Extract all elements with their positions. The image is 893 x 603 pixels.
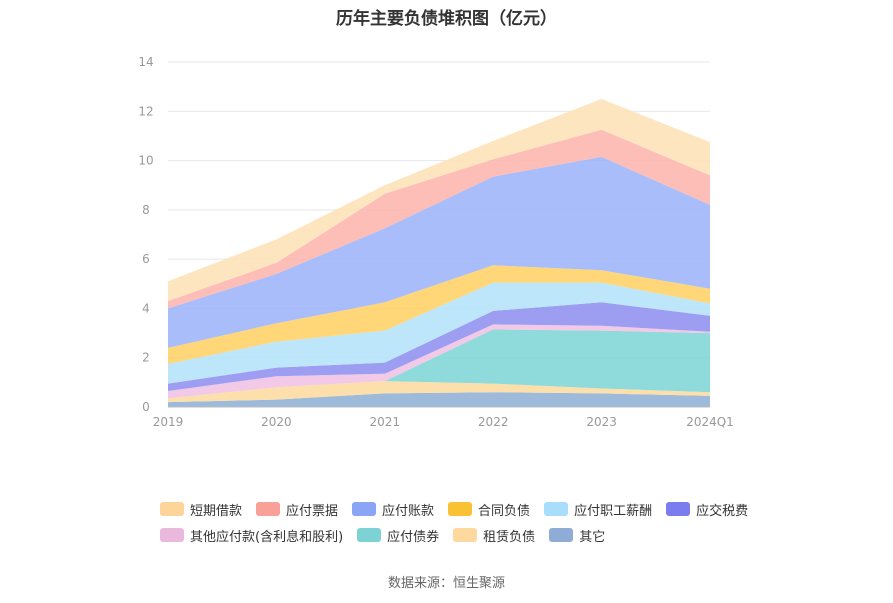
x-tick-label: 2020: [261, 415, 292, 429]
y-tick-label: 10: [138, 154, 153, 168]
area-series-短期借款: [168, 99, 710, 301]
legend-item[interactable]: 其它: [549, 522, 605, 548]
y-tick-label: 4: [142, 301, 150, 315]
y-tick-label: 8: [142, 203, 150, 217]
data-source: 数据来源：恒生聚源: [387, 576, 505, 591]
legend-item[interactable]: 应交税费: [666, 496, 748, 522]
legend-swatch: [160, 528, 184, 542]
legend-label: 其它: [579, 529, 606, 545]
area-series-其他应付款(含利息和股利): [168, 324, 710, 399]
area-series-其它: [168, 392, 710, 407]
axes: 0 2 4 6 8 10 12 14 2019 2020 2021 2022 2023 2024Q1: [138, 55, 733, 429]
chart-title: 历年主要负债堆积图（亿元）: [336, 9, 557, 29]
area-series-应付职工薪酬: [168, 282, 710, 384]
legend-label: 应付票据: [286, 503, 339, 519]
legend-label: 应交税费: [696, 503, 749, 519]
legend-item[interactable]: 租赁负债: [453, 522, 535, 548]
y-tick-label: 2: [142, 351, 150, 365]
legend-label: 租赁负债: [483, 529, 536, 545]
legend-item[interactable]: 应付票据: [256, 496, 338, 522]
legend-swatch: [448, 502, 473, 516]
legend-label: 应付职工薪酬: [574, 503, 653, 519]
legend-label: 应付账款: [382, 503, 435, 519]
area-series-租赁负债: [168, 381, 710, 403]
y-tick-label: 14: [138, 55, 153, 69]
legend-label: 应付债券: [387, 529, 440, 545]
legend-item[interactable]: 其他应付款(含利息和股利): [160, 522, 343, 548]
legend-swatch: [357, 528, 382, 542]
legend-swatch: [666, 502, 691, 516]
legend-item[interactable]: 应付职工薪酬: [544, 496, 652, 522]
legend-item[interactable]: 合同负债: [448, 496, 530, 522]
legend-label: 合同负债: [478, 503, 531, 519]
x-tick-label: 2021: [370, 415, 401, 429]
x-tick-label: 2022: [478, 415, 509, 429]
y-tick-label: 0: [142, 400, 150, 414]
area-series-应付账款: [168, 156, 710, 348]
area-series-应交税费: [168, 302, 710, 391]
legend: 短期借款 应付票据 应付账款 合同负债 应付职工薪酬 应交税费其他应付款(含利息和股利) 应…: [160, 496, 780, 548]
legend-label: 其他应付款(含利息和股利): [190, 529, 344, 545]
legend-item[interactable]: 应付债券: [357, 522, 439, 548]
area-series: [168, 99, 710, 407]
legend-items: 短期借款 应付票据 应付账款 合同负债 应付职工薪酬 应交税费其他应付款(含利息和股利) 应…: [160, 496, 780, 548]
legend-swatch: [453, 528, 478, 542]
x-tick-label: 2023: [586, 415, 617, 429]
x-tick-label: 2024Q1: [686, 415, 734, 429]
area-series-合同负债: [168, 265, 710, 364]
legend-swatch: [160, 502, 184, 516]
y-tick-label: 6: [142, 252, 150, 266]
area-series-应付债券: [168, 329, 710, 399]
x-tick-label: 2019: [153, 415, 184, 429]
area-series-应付票据: [168, 129, 710, 309]
legend-swatch: [544, 502, 569, 516]
legend-swatch: [256, 502, 281, 516]
legend-item[interactable]: 短期借款: [160, 496, 242, 522]
legend-item[interactable]: 应付账款: [352, 496, 434, 522]
legend-swatch: [352, 502, 377, 516]
legend-swatch: [549, 528, 574, 542]
legend-label: 短期借款: [190, 503, 243, 519]
y-tick-label: 12: [138, 104, 153, 118]
